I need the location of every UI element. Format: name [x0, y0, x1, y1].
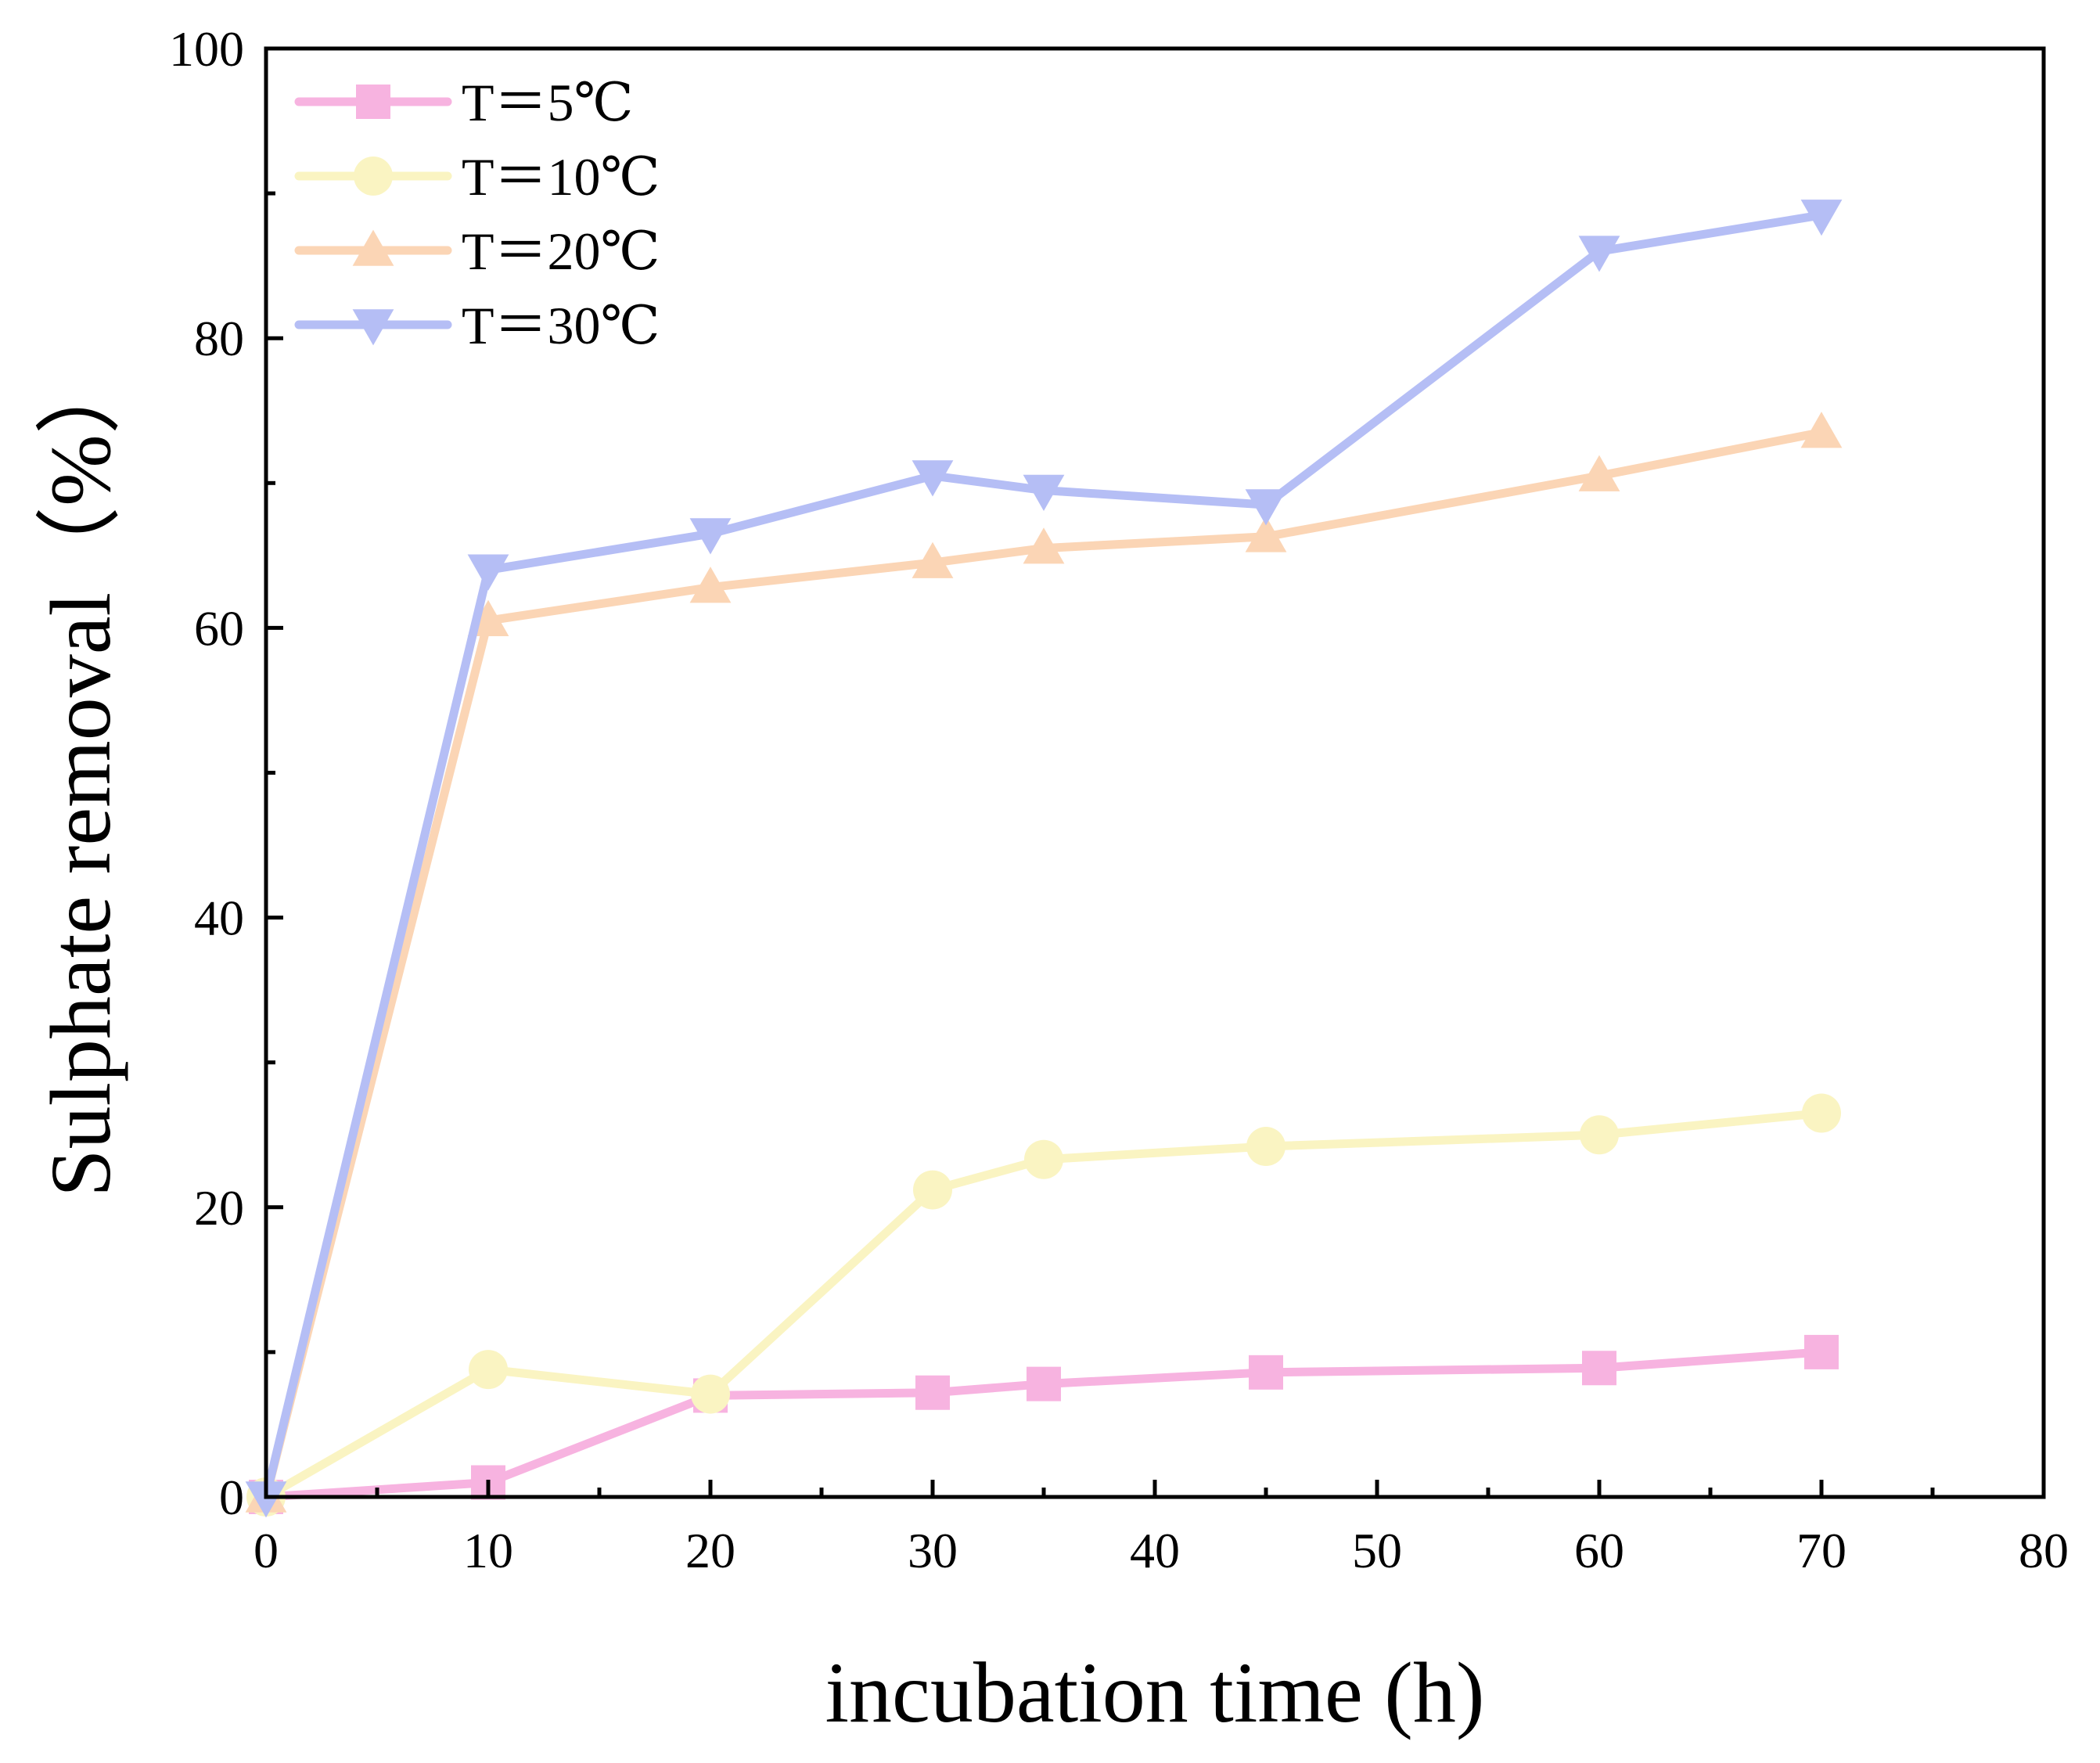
data-point [1249, 1355, 1283, 1390]
y-tick-label: 100 [169, 21, 244, 77]
data-point [1802, 1093, 1841, 1133]
data-point [1245, 489, 1287, 526]
x-tick-label: 50 [1352, 1523, 1402, 1578]
series-layer [245, 200, 1843, 1518]
data-point [1582, 1351, 1616, 1386]
legend-item: T＝30℃ [294, 296, 660, 355]
ticks-layer: 0 10 20 30 40 50 60 70 80 0 20 40 60 80 100 [169, 21, 2069, 1578]
data-point [1023, 527, 1065, 564]
data-point [467, 554, 509, 591]
data-point [1023, 474, 1065, 511]
data-point [1800, 200, 1843, 236]
legend-label: T＝30℃ [462, 296, 660, 355]
x-tick-label: 20 [685, 1523, 735, 1578]
series-line [261, 1108, 1826, 1502]
x-tick-label: 30 [908, 1523, 958, 1578]
x-axis-title: incubation time (h) [825, 1645, 1484, 1740]
legend-marker [352, 309, 394, 346]
data-point [912, 541, 954, 578]
series-line [261, 1347, 1826, 1502]
legend-label: T＝10℃ [462, 147, 660, 207]
data-point [245, 1481, 287, 1518]
data-point [1578, 455, 1620, 491]
y-tick-label: 60 [194, 600, 244, 656]
data-point [469, 1350, 508, 1390]
x-tick-label: 40 [1130, 1523, 1180, 1578]
legend-label: T＝20℃ [462, 221, 660, 281]
legend-marker [354, 157, 393, 196]
data-point [1246, 1127, 1286, 1167]
series-line [261, 428, 1826, 1502]
data-point [691, 1374, 730, 1414]
data-point [1580, 1115, 1619, 1155]
x-tick-label: 0 [254, 1523, 279, 1578]
data-point [912, 460, 954, 497]
series-4 [245, 200, 1843, 1518]
legend-item: T＝5℃ [294, 73, 634, 132]
y-tick-label: 80 [194, 311, 244, 366]
y-tick-label: 20 [194, 1180, 244, 1236]
data-point [913, 1170, 952, 1210]
x-tick-label: 60 [1574, 1523, 1624, 1578]
data-point [1578, 236, 1620, 272]
data-point [1804, 1334, 1839, 1369]
x-tick-label: 70 [1796, 1523, 1846, 1578]
y-axis-title: Sulphate removal（%） [33, 348, 128, 1196]
legend-layer: T＝5℃ T＝10℃ T＝20℃ T＝30℃ [294, 73, 660, 355]
data-point [1027, 1366, 1061, 1401]
data-point [689, 567, 732, 603]
y-tick-label: 40 [194, 890, 244, 946]
data-point [1800, 412, 1843, 448]
series-1 [249, 1334, 1839, 1514]
data-point [689, 518, 732, 555]
legend-marker [352, 229, 394, 266]
x-tick-label: 80 [2019, 1523, 2069, 1578]
data-point [1024, 1139, 1063, 1179]
legend-label: T＝5℃ [462, 73, 634, 132]
legend-item: T＝20℃ [294, 221, 660, 281]
x-tick-label: 10 [463, 1523, 513, 1578]
series-line [261, 210, 1826, 1502]
legend-marker [356, 85, 390, 119]
legend-item: T＝10℃ [294, 147, 660, 207]
data-point [915, 1375, 950, 1410]
data-point [1245, 516, 1287, 552]
series-2 [246, 1093, 1841, 1517]
y-tick-label: 0 [219, 1470, 244, 1525]
